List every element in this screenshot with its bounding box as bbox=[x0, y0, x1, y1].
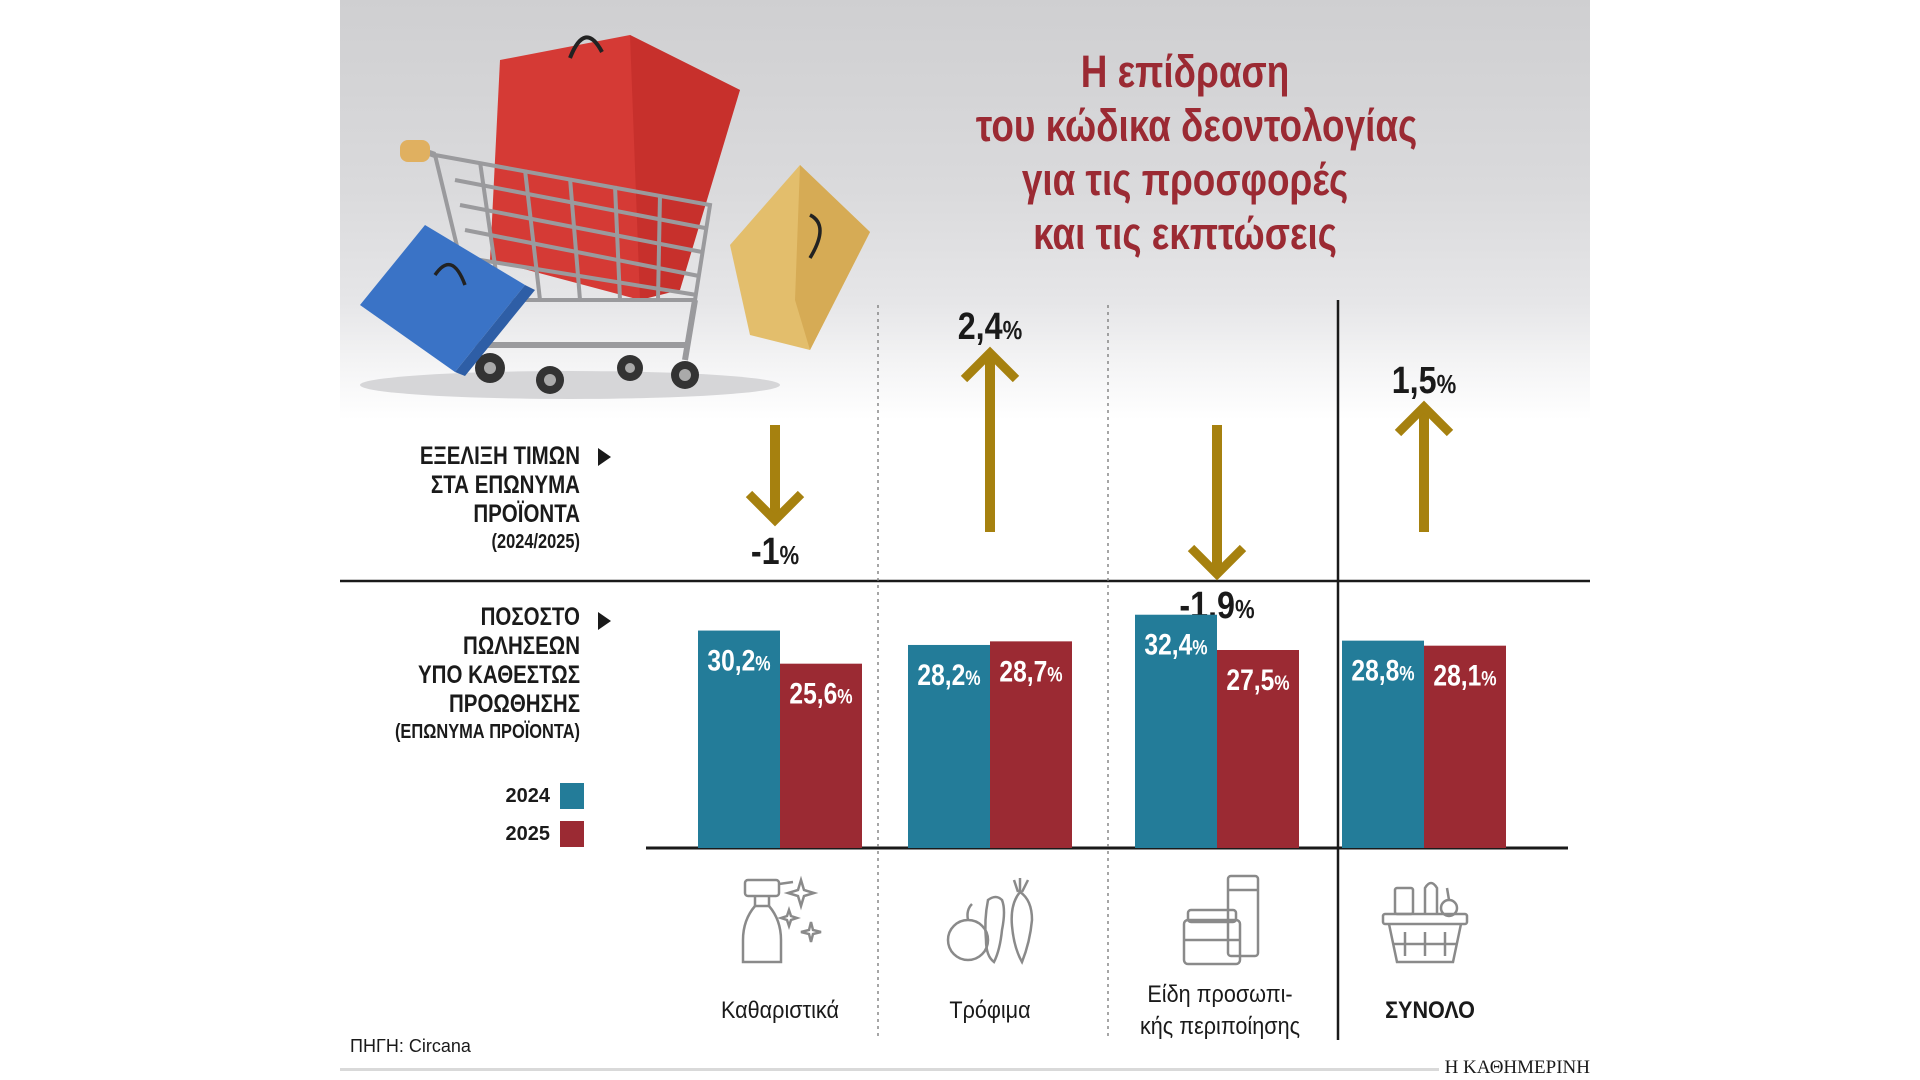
bar-2025 bbox=[780, 663, 862, 848]
yellow-bag-icon bbox=[730, 165, 870, 350]
price-change-arrow bbox=[1394, 400, 1454, 532]
bar-2025 bbox=[1424, 645, 1506, 848]
vegetables-icon bbox=[946, 878, 1034, 965]
category-label-total: ΣΥΝΟΛΟ bbox=[1385, 997, 1475, 1024]
price-change-label: 2,4% bbox=[958, 306, 1023, 348]
bar-value-label: 32,4% bbox=[1144, 627, 1207, 661]
bar-value-label: 30,2% bbox=[707, 643, 770, 677]
category-label-line: Είδη προσωπι- bbox=[1147, 981, 1293, 1008]
price-row-pointer-icon bbox=[598, 448, 611, 466]
infographic: Η επίδραση του κώδικα δεοντολογίας για τ… bbox=[340, 0, 1590, 1080]
price-change-label: -1% bbox=[751, 531, 799, 573]
promo-row-pointer-icon bbox=[598, 612, 611, 630]
spray-bottle-icon bbox=[741, 875, 822, 964]
promo-row-label-line: ΥΠΟ ΚΑΘΕΣΤΩΣ bbox=[418, 661, 580, 689]
bar-value-label: 25,6% bbox=[789, 676, 852, 710]
bar-value-label: 28,2% bbox=[917, 658, 980, 692]
publisher-brand: Η ΚΑΘΗΜΕΡΙΝΗ bbox=[1438, 1057, 1590, 1079]
bar-2025 bbox=[1217, 650, 1299, 848]
price-row-label-sub: (2024/2025) bbox=[491, 531, 580, 553]
promo-row-label-line: ΠΩΛΗΣΕΩΝ bbox=[463, 632, 580, 660]
bar-2024 bbox=[908, 644, 990, 848]
bar-2024 bbox=[698, 630, 780, 848]
price-row-label: ΕΞΕΛΙΞΗ ΤΙΜΩΝ ΣΤΑ ΕΠΩΝΥΜΑ ΠΡΟΪΟΝΤΑ (2024… bbox=[350, 442, 580, 555]
bar-2024 bbox=[1342, 640, 1424, 848]
legend-2025-swatch bbox=[560, 821, 584, 847]
cart-basket-icon bbox=[414, 145, 713, 361]
cart-handle-icon bbox=[400, 140, 430, 162]
cosmetics-icon bbox=[1182, 874, 1260, 966]
bar-2025 bbox=[990, 641, 1072, 848]
title-line-4: και τις εκπτώσεις bbox=[1033, 208, 1337, 259]
price-change-label: 1,5% bbox=[1392, 360, 1457, 402]
price-change-arrow bbox=[1187, 425, 1247, 581]
price-row-label-line: ΕΞΕΛΙΞΗ ΤΙΜΩΝ bbox=[419, 442, 580, 470]
promo-row-label-sub: (ΕΠΩΝΥΜΑ ΠΡΟΪΟΝΤΑ) bbox=[394, 721, 580, 743]
title-line-1: Η επίδραση bbox=[1080, 46, 1290, 97]
category-label: Καθαριστικά bbox=[721, 997, 839, 1024]
chart-svg: -1%2,4%-1,9%1,5% 30,2% 28,2%32,4%28,8%25,… bbox=[340, 300, 1590, 1040]
footer-divider bbox=[340, 1068, 1590, 1071]
cart-wheels-icon bbox=[475, 353, 699, 394]
promo-row-label-line: ΠΡΟΩΘΗΣΗΣ bbox=[448, 690, 580, 718]
source-note: ΠΗΓΗ: Circana bbox=[350, 1036, 471, 1056]
price-change-arrow bbox=[960, 346, 1020, 532]
title-line-3: για τις προσφορές bbox=[1021, 154, 1349, 205]
category-label: Τρόφιμα bbox=[949, 997, 1031, 1024]
legend-2025-label: 2025 bbox=[505, 823, 551, 845]
category-label: Είδη προσωπι- κής περιποίησης bbox=[1112, 979, 1328, 1043]
bar-value-label: 28,8% bbox=[1351, 653, 1414, 687]
legend-2024-swatch bbox=[560, 783, 584, 809]
category-label-line: κής περιποίησης bbox=[1139, 1013, 1301, 1040]
bar-value-label: 27,5% bbox=[1226, 663, 1289, 697]
promo-row-label-line: ΠΟΣΟΣΤΟ bbox=[480, 603, 580, 631]
price-row-label-line: ΠΡΟΪΟΝΤΑ bbox=[473, 500, 580, 528]
bar-value-label: 28,1% bbox=[1433, 658, 1496, 692]
shopping-cart-illustration bbox=[360, 35, 870, 399]
bar-2024 bbox=[1135, 614, 1217, 848]
bar-value-label: 28,7% bbox=[999, 654, 1062, 688]
price-row-label-line: ΣΤΑ ΕΠΩΝΥΜΑ bbox=[430, 471, 580, 499]
basket-icon bbox=[1381, 881, 1469, 964]
price-change-arrow bbox=[745, 425, 805, 527]
promo-row-label: ΠΟΣΟΣΤΟ ΠΩΛΗΣΕΩΝ ΥΠΟ ΚΑΘΕΣΤΩΣ ΠΡΟΩΘΗΣΗΣ … bbox=[350, 603, 580, 745]
title-line-2: του κώδικα δεοντολογίας bbox=[975, 100, 1418, 151]
legend-2024-label: 2024 bbox=[505, 785, 551, 807]
blue-bag-icon bbox=[360, 225, 535, 376]
chart-title: Η επίδραση του κώδικα δεοντολογίας για τ… bbox=[975, 45, 1418, 261]
